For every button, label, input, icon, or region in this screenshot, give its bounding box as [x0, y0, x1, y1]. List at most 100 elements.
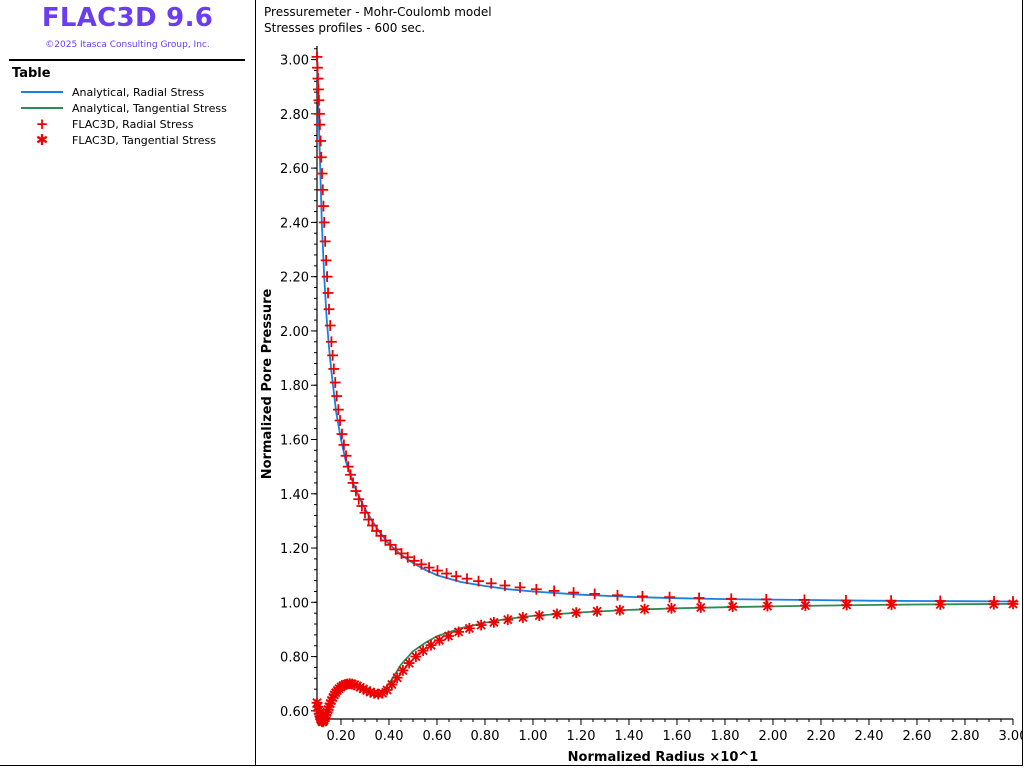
- copyright-text: ©2025 Itasca Consulting Group, Inc.: [45, 40, 210, 50]
- marker-stroke: [365, 687, 375, 697]
- plus-marker: [432, 565, 443, 576]
- y-tick-label: 2.40: [280, 216, 309, 231]
- legend-item-flac3d-radial[interactable]: + FLAC3D, Radial Stress: [20, 115, 194, 133]
- line-swatch-stroke: [21, 91, 63, 93]
- plus-marker: [313, 94, 325, 106]
- y-tick-label: 2.00: [280, 325, 309, 340]
- legend-item-flac3d-tangential[interactable]: ✱ FLAC3D, Tangential Stress: [20, 133, 216, 148]
- plus-marker: [384, 539, 396, 551]
- plot-subtitle: Stresses profiles - 600 sec.: [264, 21, 426, 35]
- marker-stroke: [503, 615, 513, 625]
- x-axis-label: Normalized Radius ×10^1: [568, 750, 759, 765]
- plus-marker: [799, 594, 810, 606]
- marker-stroke: [534, 610, 544, 621]
- asterisk-marker: [488, 616, 500, 628]
- plus-marker: [380, 535, 391, 546]
- plus-marker: [637, 590, 648, 602]
- asterisk-marker: [695, 602, 707, 613]
- y-tick-label: 1.20: [280, 542, 309, 557]
- legend-item-label: FLAC3D, Tangential Stress: [72, 133, 216, 147]
- series-line: [316, 603, 1014, 723]
- plus-marker: [375, 530, 387, 542]
- asterisk-marker: [934, 599, 946, 610]
- chart-canvas[interactable]: 0.60 0.80 1.00 1.20 1.40 1.60 1.80 2.00 2.20 2.40…: [256, 0, 1022, 765]
- x-tick-label: 2.80: [951, 729, 980, 744]
- plus-marker: [356, 500, 368, 512]
- marker-stroke: [404, 658, 414, 668]
- plus-marker: [320, 254, 332, 266]
- asterisk-marker: [453, 626, 465, 638]
- x-tick-label: 2.20: [807, 729, 836, 744]
- marker-stroke: [592, 606, 602, 616]
- y-tick-label: 2.20: [280, 271, 309, 286]
- plus-marker: [329, 377, 341, 388]
- plus-marker: [568, 587, 579, 598]
- plus-marker: [473, 575, 484, 587]
- legend-item-analytical-tangential[interactable]: Analytical, Tangential Stress: [20, 101, 227, 115]
- plus-marker: [693, 592, 705, 604]
- plus-marker: [316, 168, 328, 179]
- marker-stroke: [696, 602, 706, 613]
- plus-marker: [450, 570, 462, 582]
- marker-stroke: [518, 612, 528, 623]
- plus-marker: [367, 520, 378, 531]
- plus-marker: [423, 562, 435, 573]
- plus-marker: [311, 51, 323, 63]
- x-tick-label: 1.00: [519, 729, 548, 744]
- asterisk-marker: [727, 601, 739, 613]
- app-title: FLAC3D 9.6: [41, 3, 214, 33]
- marker-stroke: [434, 635, 445, 645]
- plus-marker-icon: +: [20, 115, 64, 133]
- plus-marker: [327, 349, 338, 361]
- marker-stroke: [800, 600, 811, 611]
- marker-stroke: [411, 651, 421, 662]
- legend-item-label: Analytical, Tangential Stress: [72, 101, 227, 115]
- y-tick-label: 3.00: [280, 54, 309, 69]
- plus-marker: [314, 119, 326, 131]
- plus-marker: [589, 588, 601, 600]
- marker-stroke: [552, 609, 562, 619]
- x-tick-label: 3.00: [999, 729, 1022, 744]
- legend-item-analytical-radial[interactable]: Analytical, Radial Stress: [20, 85, 204, 99]
- asterisk-marker: [410, 651, 422, 662]
- plus-marker: [323, 303, 335, 315]
- marker-stroke: [464, 623, 475, 634]
- asterisk-marker: [533, 610, 545, 622]
- plus-marker: [332, 404, 344, 416]
- marker-stroke: [426, 640, 436, 650]
- asterisk-marker: [639, 603, 651, 615]
- plot-panel: Pressuremeter - Mohr-Coulomb model Stres…: [256, 0, 1023, 766]
- marker-stroke: [453, 627, 464, 637]
- asterisk-marker: [463, 622, 475, 634]
- plus-marker: [390, 543, 402, 555]
- plus-marker-glyph: +: [35, 115, 49, 133]
- asterisk-marker: [443, 630, 454, 642]
- plus-marker: [312, 62, 323, 74]
- y-tick-label: 1.40: [280, 488, 309, 503]
- plus-marker: [359, 507, 371, 519]
- plus-marker: [371, 525, 382, 537]
- plus-marker: [461, 573, 473, 585]
- plus-marker: [347, 477, 359, 489]
- plus-marker: [324, 320, 336, 331]
- asterisk-marker: [517, 612, 529, 623]
- plus-marker: [314, 108, 325, 120]
- plus-marker: [340, 450, 352, 462]
- plus-marker: [725, 593, 737, 605]
- asterisk-marker: [762, 600, 773, 612]
- plus-marker: [328, 363, 340, 375]
- y-tick-label: 2.60: [280, 162, 309, 177]
- y-tick-label: 1.00: [280, 596, 309, 611]
- asterisk-marker: [1007, 598, 1019, 610]
- x-tick-label: 0.80: [471, 729, 500, 744]
- asterisk-marker: [570, 607, 582, 619]
- plus-marker: [402, 551, 414, 563]
- x-tick-label: 0.60: [423, 729, 452, 744]
- marker-stroke: [762, 601, 773, 611]
- x-tick-label: 0.40: [375, 729, 404, 744]
- x-tick-label: 2.60: [903, 729, 932, 744]
- plus-marker: [318, 216, 330, 228]
- plus-marker: [548, 585, 560, 597]
- plus-marker: [336, 428, 348, 440]
